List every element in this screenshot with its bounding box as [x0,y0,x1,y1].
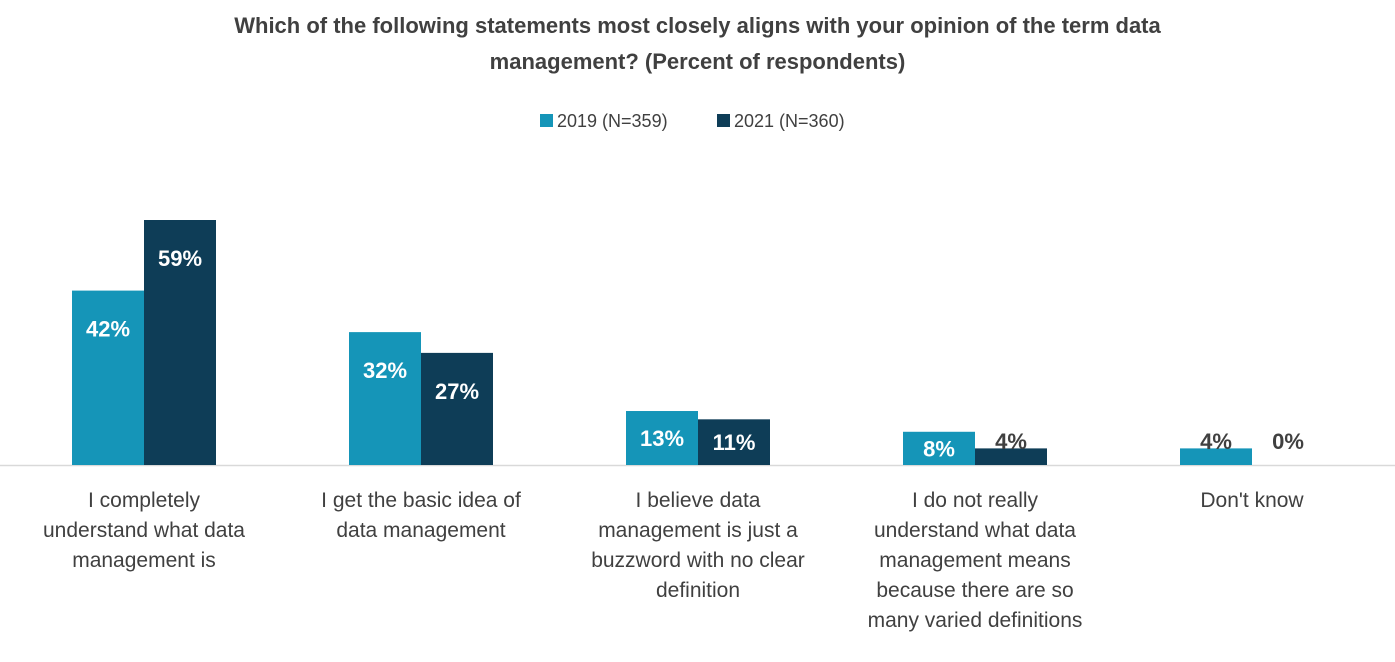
data-label-2-5: 0% [1272,429,1304,454]
category-label-1: understand what data [43,519,245,542]
category-label-3: I believe data [636,489,761,512]
bar-2-4 [975,448,1047,465]
legend-label-2: 2021 (N=360) [734,111,845,131]
category-label-4: many varied definitions [868,609,1083,632]
chart-title: Which of the following statements most c… [234,13,1161,74]
bar-2-2 [421,352,493,465]
chart-title-line: management? (Percent of respondents) [490,49,906,74]
data-label-1-3: 13% [640,426,684,451]
chart-legend: 2019 (N=359) 2021 (N=360) [540,111,845,131]
data-label-1-5: 4% [1200,429,1232,454]
bar-2-1 [144,220,216,465]
data-label-2-3: 11% [713,430,756,455]
category-label-4: because there are so [876,579,1073,602]
category-label-1: management is [72,549,216,572]
bar-2-3 [698,419,770,465]
bar-1-1 [72,290,144,465]
category-label-2: data management [336,519,505,542]
category-label-4: I do not really [912,489,1039,512]
bar-1-2 [349,332,421,465]
category-axis: I completely understand what data manageme… [43,489,1304,632]
category-label-1: I completely [88,489,201,512]
data-label-2-1: 59% [158,246,202,271]
category-label-3: definition [656,579,740,602]
legend-swatch-2 [717,114,730,127]
data-labels: 42% 59% 32% 27% 13% 11% 8% 4% 4% 0% [86,246,1304,461]
bar-1-5 [1180,448,1252,465]
data-label-2-2: 27% [435,379,479,404]
chart-title-line: Which of the following statements most c… [234,13,1161,38]
category-label-2: I get the basic idea of [321,489,521,512]
bar-1-3 [626,411,698,465]
legend-swatch-1 [540,114,553,127]
category-label-4: understand what data [874,519,1076,542]
category-label-4: management means [879,549,1070,572]
bar-1-4 [903,431,975,465]
data-label-2-4: 4% [995,429,1027,454]
data-label-1-1: 42% [86,317,130,342]
data-label-1-4: 8% [923,436,955,461]
plot-area [0,220,1395,467]
data-label-1-2: 32% [363,358,407,383]
category-label-5: Don't know [1200,489,1304,512]
category-label-3: management is just a [598,519,798,542]
legend-label-1: 2019 (N=359) [557,111,668,131]
category-label-3: buzzword with no clear [591,549,805,572]
